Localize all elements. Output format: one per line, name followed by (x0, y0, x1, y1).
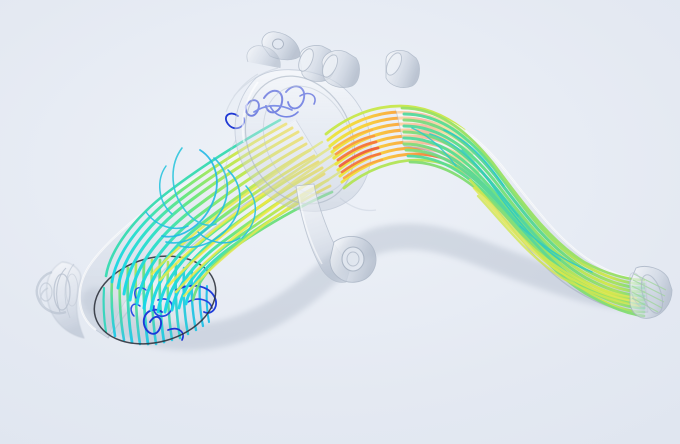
streamlines-outlet-core (468, 178, 642, 308)
streamlines-recirculation-elbow (145, 147, 256, 248)
mounting-leg (295, 183, 377, 283)
model-shadow (82, 223, 653, 351)
color-legend: Y Z X Velocity: Magnitude (m/s) 0.000002… (0, 360, 680, 444)
streamlines-outlet (400, 106, 646, 318)
side-bracket (35, 270, 67, 315)
outlet-flange (628, 266, 673, 319)
inlet-flange (46, 261, 85, 339)
streamlines-outlet-recirc (411, 127, 593, 273)
sensor-port-bosses (246, 31, 420, 88)
central-housing (234, 69, 372, 212)
casting-ghost-edges (223, 67, 377, 212)
streamlines-throat-hot (332, 128, 384, 180)
